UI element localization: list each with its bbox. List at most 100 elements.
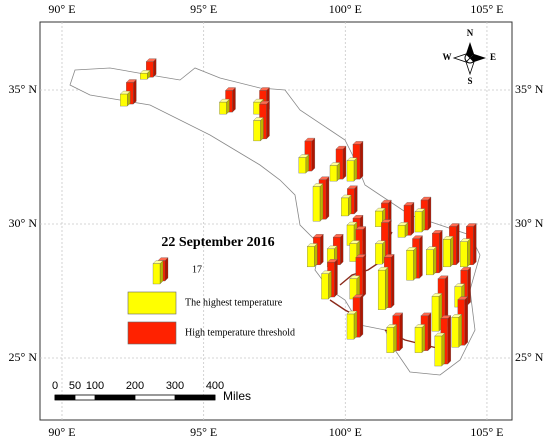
bar-side xyxy=(359,140,364,180)
bar xyxy=(414,211,423,233)
bar-side xyxy=(311,137,315,172)
bar xyxy=(397,225,406,238)
bar xyxy=(152,263,161,285)
lon-label-bottom: 90° E xyxy=(48,425,75,439)
bar-side xyxy=(458,313,462,348)
bar-side xyxy=(450,235,454,268)
bar-side xyxy=(464,296,468,346)
bar xyxy=(386,327,394,353)
lat-label-right: 35° N xyxy=(515,82,544,96)
bar-side xyxy=(433,246,437,276)
compass-n: N xyxy=(467,28,474,38)
bar-side xyxy=(354,185,358,215)
bar-side xyxy=(314,243,318,268)
lon-label-top: 105° E xyxy=(470,2,503,16)
bar xyxy=(298,157,306,174)
bar xyxy=(140,73,148,80)
bar xyxy=(451,317,459,348)
legend-sample-label: 17 xyxy=(192,264,202,275)
bar-side xyxy=(164,257,169,282)
bar xyxy=(414,327,423,353)
bar xyxy=(403,205,412,236)
legend-highest: The highest temperature xyxy=(185,297,283,308)
lat-label-right: 25° N xyxy=(515,350,544,364)
bar xyxy=(346,160,355,182)
compass-arrow xyxy=(452,53,471,63)
bar-side xyxy=(334,258,338,298)
bar-side xyxy=(390,253,395,309)
bar-side xyxy=(447,315,451,365)
bar-side xyxy=(320,233,324,266)
bar-side xyxy=(348,194,352,217)
bar-side xyxy=(342,145,347,180)
scale-label: 300 xyxy=(166,380,184,392)
bar xyxy=(406,250,414,281)
lat-label-left: 25° N xyxy=(9,350,38,364)
date-label: 22 September 2016 xyxy=(161,235,274,250)
lon-label-bottom: 100° E xyxy=(329,425,362,439)
scale-label: 100 xyxy=(86,380,104,392)
compass-arrow xyxy=(466,42,474,58)
bar-side xyxy=(473,223,477,266)
bar-side xyxy=(133,79,137,105)
compass-arrow xyxy=(470,54,486,62)
bar-side xyxy=(305,154,309,174)
lon-label-bottom: 105° E xyxy=(470,425,503,439)
bar-side xyxy=(353,310,358,340)
bar-side xyxy=(260,117,264,142)
bar-side xyxy=(421,324,426,354)
legend-swatch-threshold xyxy=(127,321,177,345)
legend-threshold: High temperature threshold xyxy=(185,327,295,338)
bar xyxy=(146,61,154,78)
compass-s: S xyxy=(467,76,472,86)
scale-segment xyxy=(95,395,135,400)
bar xyxy=(431,296,440,332)
bar-side xyxy=(419,235,423,279)
lon-label-top: 100° E xyxy=(329,2,362,16)
compass-w: W xyxy=(443,52,452,62)
bar-side xyxy=(439,229,443,274)
bar xyxy=(321,273,329,300)
bar-side xyxy=(328,270,332,300)
bar xyxy=(346,313,355,340)
bar-side xyxy=(413,246,417,281)
bar-side xyxy=(319,183,324,222)
bar xyxy=(349,243,357,262)
bar xyxy=(434,335,442,367)
bar xyxy=(426,249,434,276)
bar-side xyxy=(399,312,403,352)
bar-side xyxy=(421,208,426,233)
basin-outline xyxy=(69,67,481,376)
station-bars xyxy=(119,58,477,367)
bar-side xyxy=(427,312,432,352)
bar-side xyxy=(153,58,157,78)
bar xyxy=(329,165,338,182)
bar xyxy=(120,93,128,107)
scale-label: 400 xyxy=(206,380,224,392)
bar-side xyxy=(359,294,364,338)
scale-segment xyxy=(175,395,215,400)
scale-label: 0 xyxy=(52,380,58,392)
lat-label-left: 30° N xyxy=(9,216,38,230)
bar xyxy=(219,101,227,115)
bar-side xyxy=(336,162,341,182)
lon-label-bottom: 95° E xyxy=(190,425,217,439)
bar-side xyxy=(159,260,164,285)
compass: N S W E xyxy=(443,28,497,86)
bar-side xyxy=(353,157,358,182)
lat-label-left: 35° N xyxy=(9,82,38,96)
bar-side xyxy=(441,332,445,367)
bar xyxy=(460,241,468,268)
scale-label: 50 xyxy=(69,380,81,392)
bar xyxy=(375,210,383,227)
compass-ring xyxy=(464,52,476,64)
lon-label-top: 95° E xyxy=(190,2,217,16)
bar xyxy=(253,120,261,142)
bar-side xyxy=(393,324,397,354)
bar-side xyxy=(410,202,415,236)
scale-unit: Miles xyxy=(223,389,251,403)
bar-side xyxy=(362,254,366,298)
bar-side xyxy=(467,238,471,268)
